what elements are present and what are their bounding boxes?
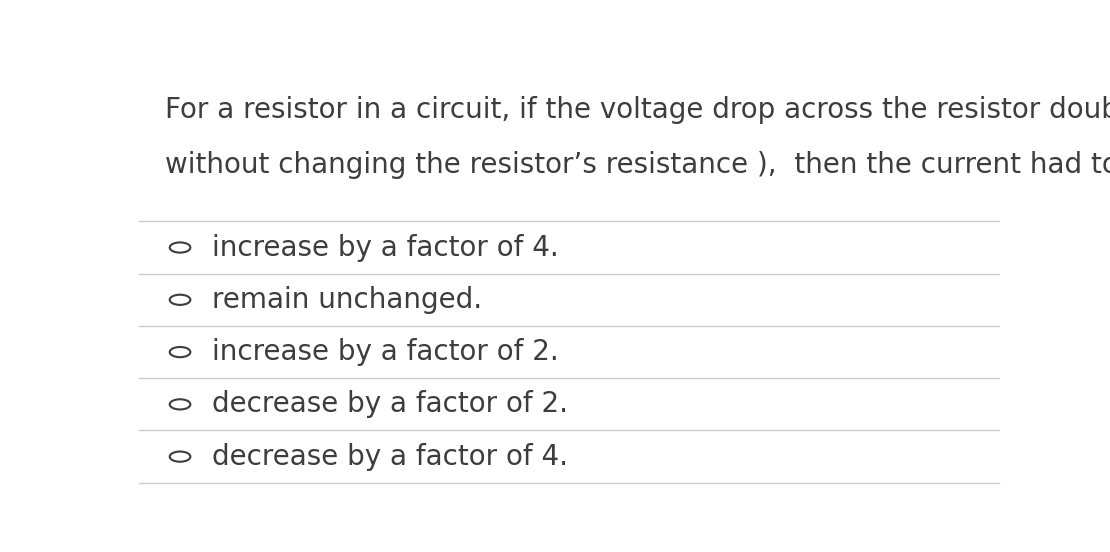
Text: increase by a factor of 4.: increase by a factor of 4. xyxy=(212,233,558,262)
Text: remain unchanged.: remain unchanged. xyxy=(212,286,482,314)
Text: without changing the resistor’s resistance ),  then the current had to...: without changing the resistor’s resistan… xyxy=(164,151,1110,179)
Text: For a resistor in a circuit, if the voltage drop across the resistor doubles (: For a resistor in a circuit, if the volt… xyxy=(164,96,1110,124)
Text: increase by a factor of 2.: increase by a factor of 2. xyxy=(212,338,558,366)
Text: decrease by a factor of 2.: decrease by a factor of 2. xyxy=(212,390,568,418)
Text: decrease by a factor of 4.: decrease by a factor of 4. xyxy=(212,443,568,471)
